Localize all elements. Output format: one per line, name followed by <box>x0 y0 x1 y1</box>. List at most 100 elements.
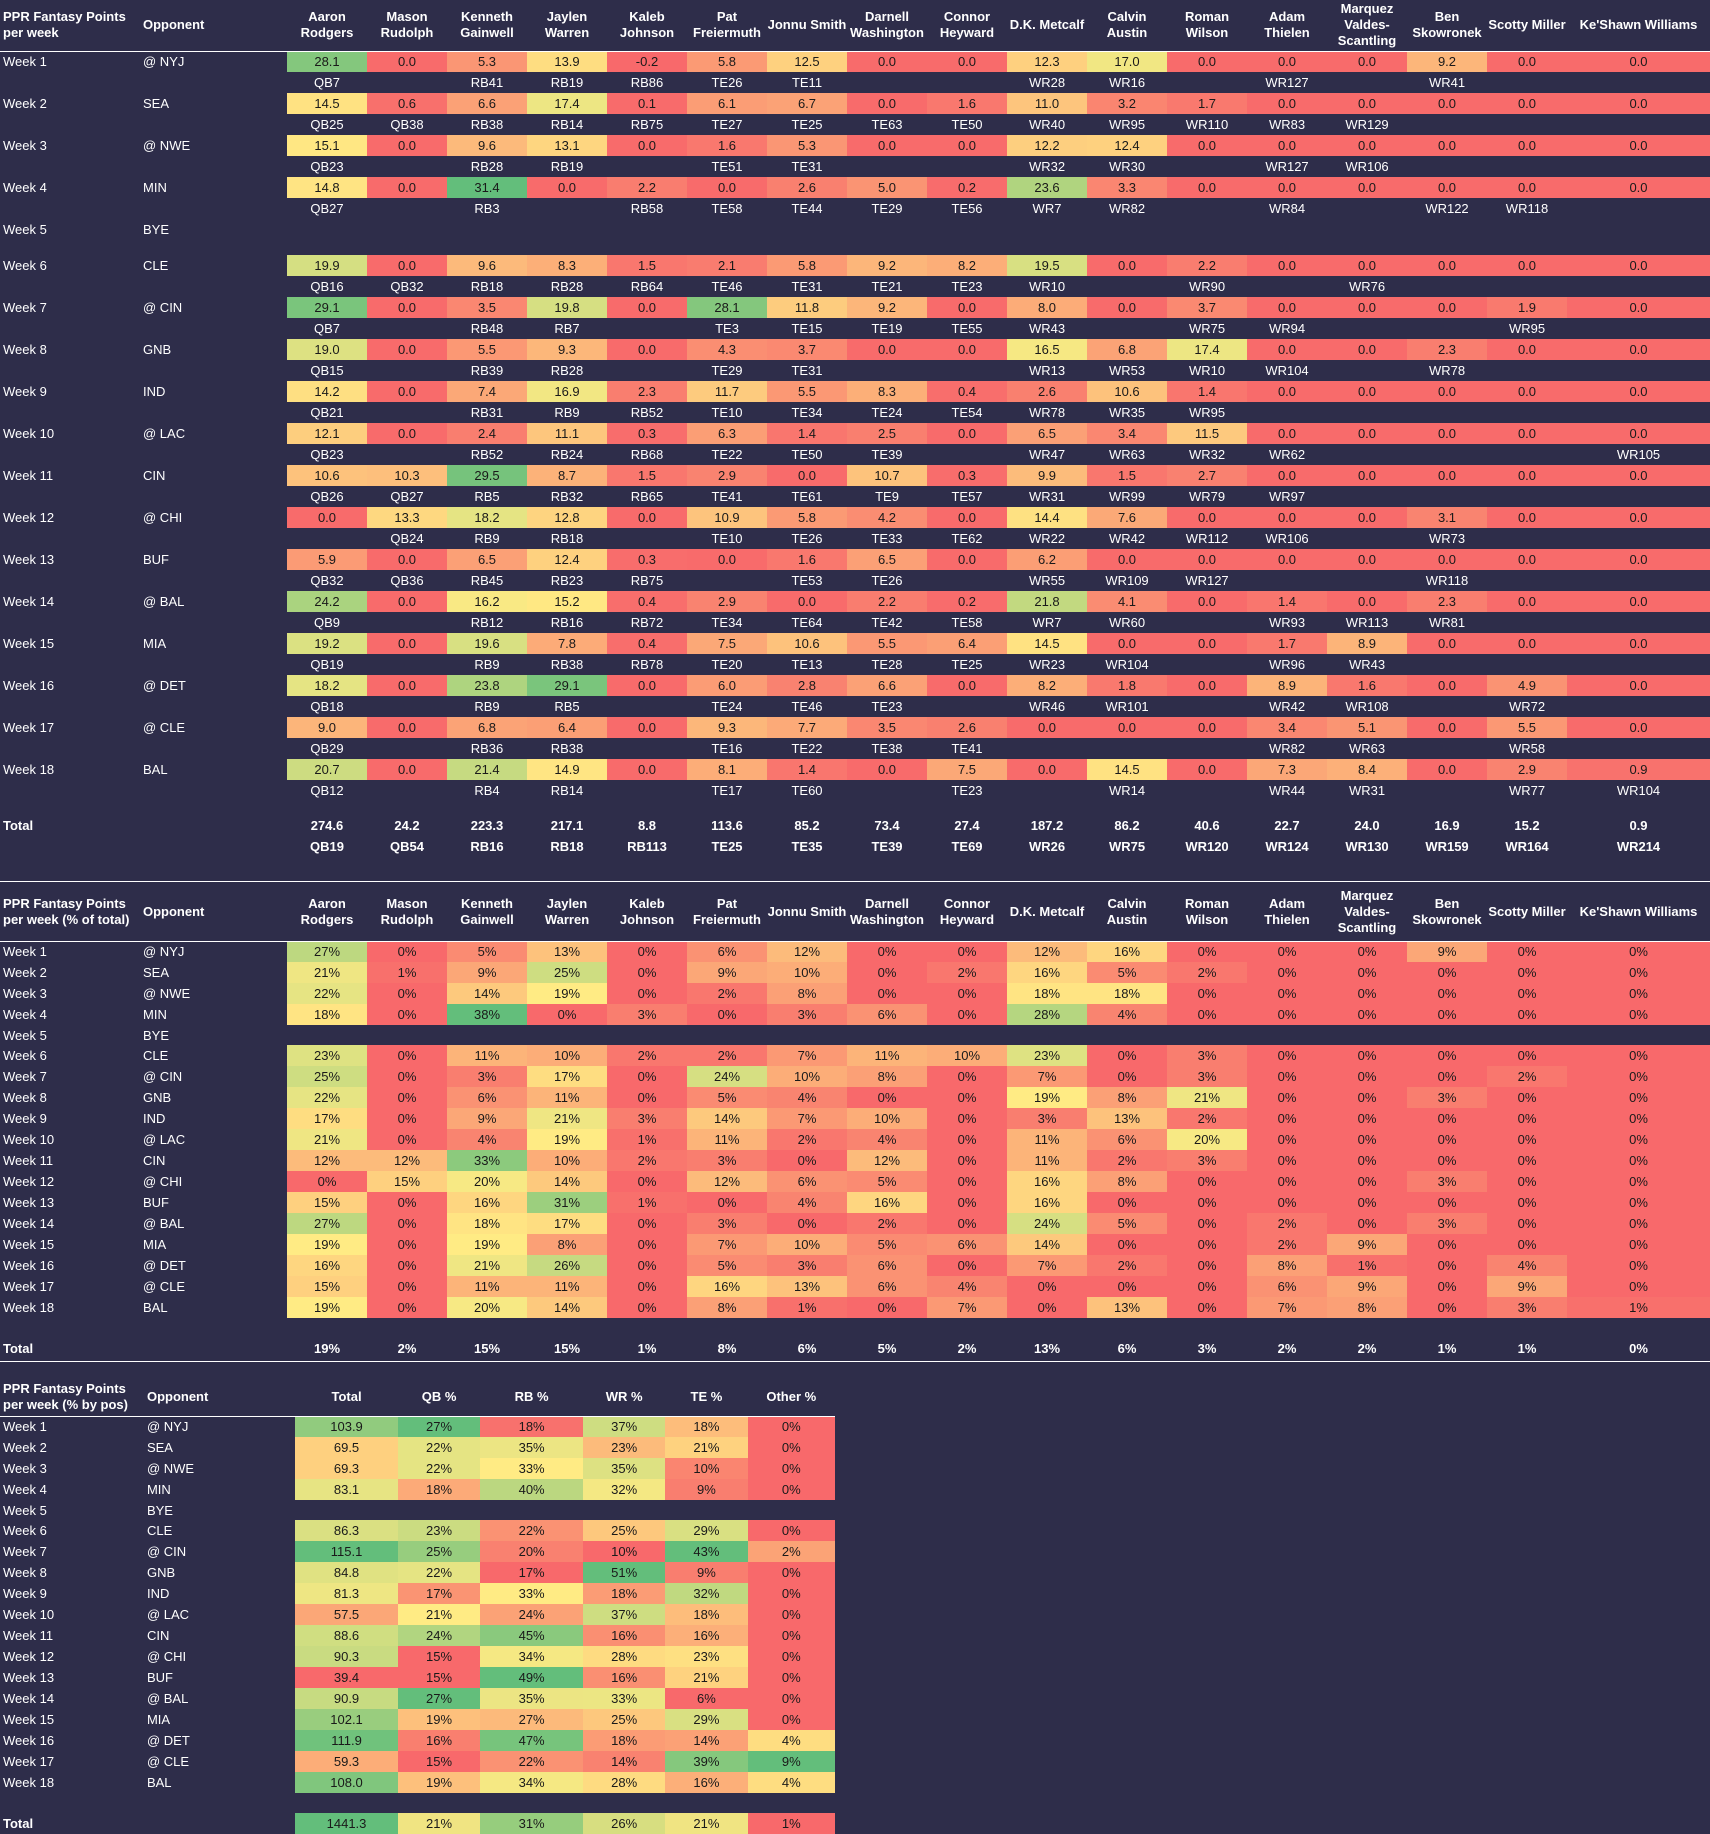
rank-cell: WR94 <box>1268 321 1306 336</box>
points-cell: 0.0 <box>607 135 687 156</box>
rank-cell: WR46 <box>1028 699 1066 714</box>
rank-cell: WR42 <box>1108 531 1146 546</box>
opponent-label: IND <box>143 384 166 399</box>
table-row: Week 17 @ CLE 15% 0% 11% 11% 0% 16% 13% 6% 4% 0% 0% 0… <box>0 1276 1710 1297</box>
share-cell: 0% <box>927 1255 1007 1276</box>
table-row: Week 8 GNB 84.8 22% 17% 51% 9% 0% <box>0 1562 835 1583</box>
points-cell: 2.2 <box>1167 255 1247 276</box>
share-cell: 0% <box>1247 1004 1327 1025</box>
rank-cell: RB9 <box>474 657 500 672</box>
table-row: Week 3 @ NWE 22% 0% 14% 19% 0% 2% 8% 0% 0% 18% 18% 0%… <box>0 983 1710 1004</box>
position-cell: 0% <box>747 1562 835 1583</box>
share-cell: 5% <box>847 1234 927 1255</box>
rank-cell: QB29 <box>310 741 344 756</box>
total-rank-cell: TE39 <box>871 839 903 854</box>
points-cell: 0.0 <box>1487 339 1567 360</box>
rank-row: QB9 RB12 RB16 RB72 TE34 TE64 TE42 TE58 WR7 WR60 WR… <box>0 612 1710 633</box>
empty-cell <box>140 318 287 339</box>
points-cell: 5.8 <box>687 51 767 72</box>
share-cell: 0% <box>367 941 447 962</box>
share-cell: 2% <box>1087 1150 1167 1171</box>
player-header: Kaleb Johnson <box>607 883 687 942</box>
share-cell: 9% <box>1407 941 1487 962</box>
points-cell: 0.4 <box>927 381 1007 402</box>
share-cell: 3% <box>1407 1087 1487 1108</box>
points-cell: 0.0 <box>1407 255 1487 276</box>
position-cell: 35% <box>480 1437 584 1458</box>
rank-cell <box>607 696 687 717</box>
points-cell: 9.2 <box>847 255 927 276</box>
points-cell: 1.7 <box>1247 633 1327 654</box>
rank-cell <box>1327 444 1407 465</box>
rank-cell <box>1487 276 1567 297</box>
rank-cell: QB21 <box>310 405 344 420</box>
total-rank-row: QB19 QB54 RB16 RB18 RB113 TE25 TE35 TE39 TE69 WR2… <box>0 836 1710 857</box>
points-cell: 6.3 <box>687 423 767 444</box>
points-cell: 0.0 <box>1487 465 1567 486</box>
position-cell: 18% <box>665 1604 748 1625</box>
empty-cell <box>687 1025 767 1045</box>
player-header: Darnell Washington <box>847 0 927 52</box>
rank-cell: TE53 <box>791 573 823 588</box>
points-cell: 0.0 <box>927 339 1007 360</box>
player-header: Pat Freiermuth <box>687 883 767 942</box>
empty-cell <box>1167 240 1247 255</box>
rank-cell <box>1327 72 1407 93</box>
table-row: Week 6 CLE 86.3 23% 22% 25% 29% 0% <box>0 1520 835 1541</box>
empty-cell <box>140 570 287 591</box>
share-cell: 0% <box>1247 962 1327 983</box>
share-cell: 0% <box>607 1297 687 1318</box>
share-cell: 19% <box>287 1234 367 1255</box>
position-cell: 0% <box>747 1437 835 1458</box>
player-header: D.K. Metcalf <box>1007 883 1087 942</box>
table-row: Week 13 BUF 5.9 0.0 6.5 12.4 0.3 0.0 1.6 6.5 0.0 6.… <box>0 549 1710 570</box>
points-cell: 0.0 <box>367 759 447 780</box>
share-cell: 7% <box>1007 1255 1087 1276</box>
rank-cell: TE63 <box>871 117 903 132</box>
share-cell: 0% <box>767 1150 847 1171</box>
total-cell: 27.4 <box>954 818 980 833</box>
opponent-label: @ NWE <box>143 986 191 1001</box>
share-cell: 7% <box>927 1297 1007 1318</box>
share-cell: 0% <box>1567 1192 1710 1213</box>
points-cell: 14.5 <box>1007 633 1087 654</box>
share-cell: 4% <box>1087 1004 1167 1025</box>
share-cell: 0% <box>847 1087 927 1108</box>
rank-cell: QB27 <box>310 201 344 216</box>
share-cell: 16% <box>687 1276 767 1297</box>
position-cell: 16% <box>665 1625 748 1646</box>
share-cell: 0% <box>1407 1108 1487 1129</box>
points-cell: 0.3 <box>927 465 1007 486</box>
total-cell: 21% <box>397 1813 481 1834</box>
points-cell: 9.3 <box>687 717 767 738</box>
points-cell: 4.1 <box>1087 591 1167 612</box>
share-cell: 28% <box>1007 1004 1087 1025</box>
rank-cell: RB38 <box>550 741 584 756</box>
share-cell: 0% <box>367 1213 447 1234</box>
opponent-label: @ CHI <box>146 1649 187 1664</box>
opponent-label: CIN <box>143 468 166 483</box>
empty-cell <box>1567 240 1710 255</box>
rank-cell <box>1087 318 1167 339</box>
table-row: Week 6 CLE 19.9 0.0 9.6 8.3 1.5 2.1 5.8 9.2 8.2 19.… <box>0 255 1710 276</box>
rank-cell: WR84 <box>1268 201 1306 216</box>
rank-cell: WR16 <box>1108 75 1146 90</box>
share-cell: 4% <box>927 1276 1007 1297</box>
table-row: Week 10 @ LAC 21% 0% 4% 19% 1% 11% 2% 4% 0% 11% 6% 20… <box>0 1129 1710 1150</box>
opponent-label: BUF <box>143 552 169 567</box>
player-header: Connor Heyward <box>927 0 1007 52</box>
share-cell: 0% <box>1327 1004 1407 1025</box>
rank-cell: TE29 <box>711 363 743 378</box>
rank-row: QB7 RB41 RB19 RB86 TE26 TE11 WR28 WR16 WR127 WR41 <box>0 72 1710 93</box>
points-cell: 6.1 <box>687 93 767 114</box>
empty-cell <box>1167 1025 1247 1045</box>
opponent-label: @ BAL <box>143 1216 185 1231</box>
empty-cell <box>583 1793 666 1813</box>
rank-cell: WR72 <box>1508 699 1546 714</box>
empty-cell <box>1407 801 1487 815</box>
rank-cell <box>1247 570 1327 591</box>
points-cell: 2.5 <box>847 423 927 444</box>
empty-cell <box>140 240 287 255</box>
empty-cell <box>1407 1318 1487 1338</box>
position-cell: 9% <box>747 1751 835 1772</box>
